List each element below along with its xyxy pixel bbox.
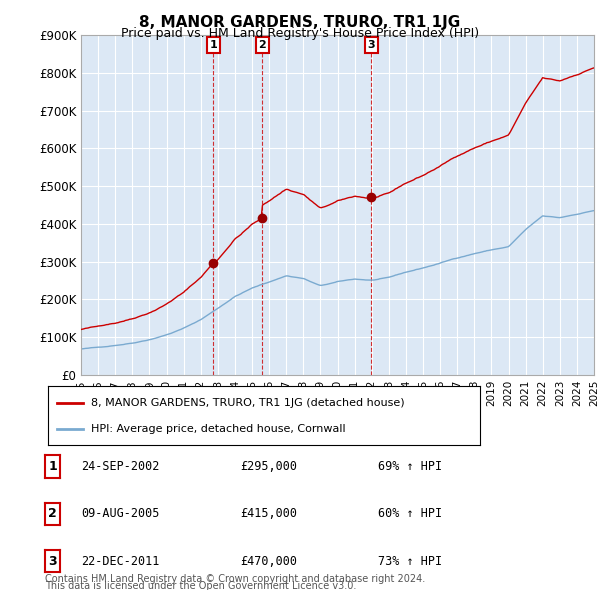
Text: Price paid vs. HM Land Registry's House Price Index (HPI): Price paid vs. HM Land Registry's House …: [121, 27, 479, 40]
Text: HPI: Average price, detached house, Cornwall: HPI: Average price, detached house, Corn…: [91, 424, 346, 434]
Text: £295,000: £295,000: [240, 460, 297, 473]
Text: 1: 1: [209, 40, 217, 50]
Text: 69% ↑ HPI: 69% ↑ HPI: [378, 460, 442, 473]
Text: 2: 2: [48, 507, 57, 520]
Text: 8, MANOR GARDENS, TRURO, TR1 1JG (detached house): 8, MANOR GARDENS, TRURO, TR1 1JG (detach…: [91, 398, 405, 408]
Text: 2: 2: [259, 40, 266, 50]
Text: 3: 3: [48, 555, 57, 568]
Text: 24-SEP-2002: 24-SEP-2002: [81, 460, 160, 473]
Text: 73% ↑ HPI: 73% ↑ HPI: [378, 555, 442, 568]
Text: 8, MANOR GARDENS, TRURO, TR1 1JG: 8, MANOR GARDENS, TRURO, TR1 1JG: [139, 15, 461, 30]
Text: This data is licensed under the Open Government Licence v3.0.: This data is licensed under the Open Gov…: [45, 581, 356, 590]
Text: Contains HM Land Registry data © Crown copyright and database right 2024.: Contains HM Land Registry data © Crown c…: [45, 575, 425, 584]
Text: 3: 3: [368, 40, 375, 50]
Text: £415,000: £415,000: [240, 507, 297, 520]
Text: 09-AUG-2005: 09-AUG-2005: [81, 507, 160, 520]
Text: £470,000: £470,000: [240, 555, 297, 568]
Text: 1: 1: [48, 460, 57, 473]
Text: 60% ↑ HPI: 60% ↑ HPI: [378, 507, 442, 520]
Text: 22-DEC-2011: 22-DEC-2011: [81, 555, 160, 568]
